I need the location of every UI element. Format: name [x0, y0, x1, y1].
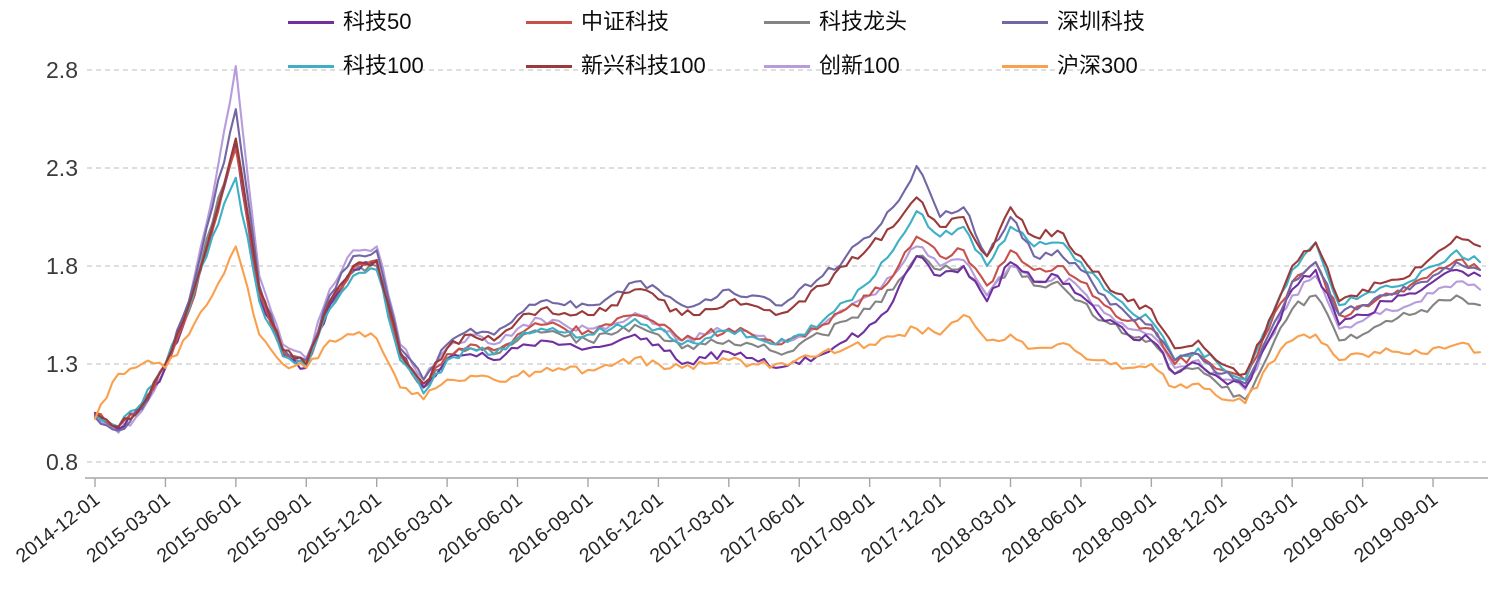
legend-item-xinxingkeji100: 新兴科技100: [526, 52, 764, 80]
legend-item-hushen300: 沪深300: [1002, 52, 1240, 80]
legend-label: 深圳科技: [1057, 9, 1146, 34]
legend-line-swatch: [764, 64, 810, 68]
series-line-0: [93, 143, 1482, 430]
legend-label: 新兴科技100: [581, 53, 706, 78]
legend-item-keji100: 科技100: [288, 52, 526, 80]
legend-line-swatch: [1002, 64, 1048, 68]
y-axis-tick-label: 1.3: [46, 351, 78, 377]
series-line-6: [93, 65, 1482, 434]
y-axis-tick-label: 2.3: [46, 155, 78, 181]
legend-line-swatch: [764, 20, 810, 24]
chart-legend: 科技50 中证科技 科技龙头 深圳科技 科技100 新兴科技100 创新100: [288, 8, 1240, 80]
legend-item-chuangxin100: 创新100: [764, 52, 1002, 80]
y-axis-tick-label: 2.8: [46, 57, 78, 83]
legend-label: 中证科技: [581, 9, 670, 34]
y-axis-tick-label: 1.8: [46, 253, 78, 279]
legend-label: 科技龙头: [819, 9, 908, 34]
series-line-1: [93, 147, 1482, 428]
legend-label: 沪深300: [1057, 53, 1138, 78]
legend-line-swatch: [526, 20, 572, 24]
legend-line-swatch: [288, 20, 334, 24]
legend-label: 科技50: [343, 9, 412, 34]
series-line-5: [93, 137, 1482, 428]
legend-item-zhongzhengkeji: 中证科技: [526, 8, 764, 36]
legend-line-swatch: [526, 64, 572, 68]
legend-line-swatch: [288, 64, 334, 68]
legend-label: 科技100: [343, 53, 424, 78]
legend-line-swatch: [1002, 20, 1048, 24]
series-line-2: [93, 137, 1482, 430]
series-line-3: [93, 108, 1482, 432]
legend-item-keji50: 科技50: [288, 8, 526, 36]
legend-item-shenzhenkeji: 深圳科技: [1002, 8, 1240, 36]
series-line-4: [93, 176, 1482, 428]
legend-label: 创新100: [819, 53, 900, 78]
series-line-7: [93, 245, 1482, 420]
legend-item-kejilongtou: 科技龙头: [764, 8, 1002, 36]
y-axis-tick-label: 0.8: [46, 449, 78, 475]
